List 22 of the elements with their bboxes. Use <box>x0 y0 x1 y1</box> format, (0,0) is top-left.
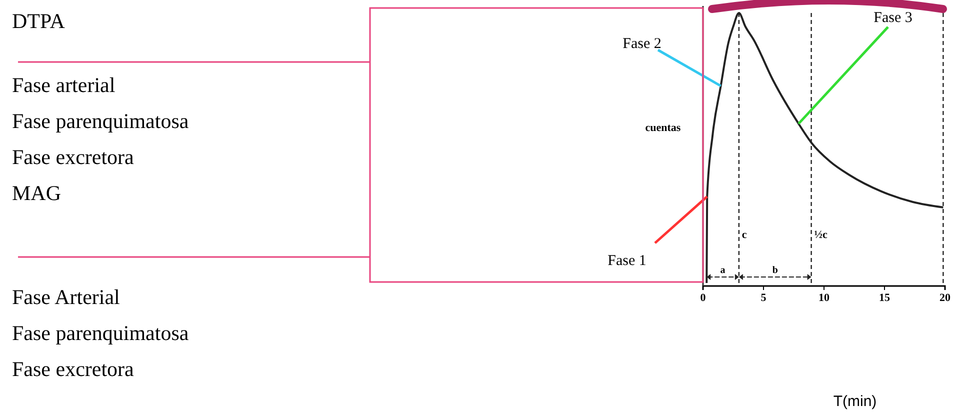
text: T(min) <box>833 393 877 410</box>
text: MAG <box>12 181 62 205</box>
annotation: Fase 3 <box>874 10 912 26</box>
x-tick-label: 0 <box>700 292 706 304</box>
x-tick-label: 15 <box>879 292 890 304</box>
y-axis-title: cuentas <box>645 122 682 134</box>
annotation: Fase 2 <box>622 36 662 52</box>
annotation: Fase 1 <box>608 253 646 269</box>
text: Fase excretora <box>12 357 135 381</box>
ref-line-label: c <box>742 229 747 241</box>
ref-line-label: ½c <box>814 229 828 241</box>
text: DTPA <box>12 9 66 33</box>
text: Fase arterial <box>12 73 116 97</box>
annotation: b <box>772 265 778 276</box>
annotation: a <box>720 265 726 276</box>
x-tick-label: 20 <box>940 292 951 304</box>
text: Fase Arterial <box>12 285 120 309</box>
text: Fase excretora <box>12 145 135 169</box>
x-tick-label: 5 <box>760 292 767 304</box>
text: Fase parenquimatosa <box>12 109 190 133</box>
text: Fase parenquimatosa <box>12 321 190 345</box>
x-tick-label: 10 <box>818 292 830 304</box>
